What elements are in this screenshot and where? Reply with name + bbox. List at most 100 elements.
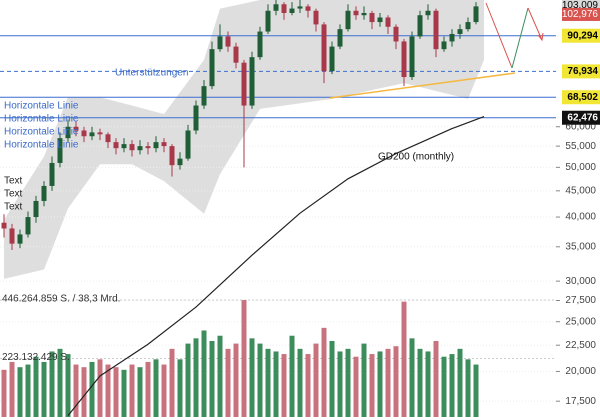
candle-body <box>161 142 167 147</box>
candle-body <box>441 41 447 50</box>
volume-bar <box>65 354 71 417</box>
candle-body <box>409 36 415 78</box>
candle-body <box>457 29 463 34</box>
level-label: 90,294 <box>567 30 598 41</box>
candle-body <box>217 36 223 50</box>
candle-body <box>201 86 207 106</box>
level-box <box>562 110 600 125</box>
volume-bar <box>81 367 87 417</box>
candle-body <box>49 162 55 186</box>
y-tick-label: 55,000 <box>565 141 596 152</box>
y-tick-label: 22,500 <box>565 340 596 351</box>
volume-bar <box>201 330 207 417</box>
y-tick-label: 27,500 <box>565 295 596 306</box>
level-label: 68,502 <box>567 92 598 103</box>
candle-body <box>449 33 455 42</box>
volume-bar <box>17 367 23 417</box>
volume-bar <box>377 351 383 417</box>
volume-bar <box>209 340 215 417</box>
candle-body <box>377 17 383 23</box>
volume-bar <box>361 343 367 417</box>
projection-up <box>511 7 529 69</box>
axis-layer: 17,500 20,000 22,500 25,000 27,500 30,000 35,0… <box>2 0 600 407</box>
annotation: Text <box>4 189 23 200</box>
price-marker-box <box>562 7 600 21</box>
candle-body <box>65 126 71 139</box>
volume-bar <box>425 351 431 417</box>
volume-bar <box>233 343 239 417</box>
candle-body <box>425 10 431 16</box>
candle-body <box>465 22 471 30</box>
candle-body <box>137 146 143 151</box>
candles-layer <box>1 0 485 417</box>
volume-layer <box>1 300 479 417</box>
candle-body <box>401 41 407 78</box>
volume-bar <box>25 364 31 417</box>
candle-body <box>81 130 87 137</box>
band-layer <box>4 0 484 279</box>
candle-body <box>89 132 95 137</box>
candle-body <box>97 132 103 135</box>
volume-bar <box>257 343 263 417</box>
candle-body <box>225 36 231 47</box>
volume-bar <box>145 361 151 417</box>
candle-body <box>369 12 375 23</box>
candle-body <box>185 130 191 159</box>
volume-bar <box>249 338 255 417</box>
volume-bar <box>449 354 455 417</box>
level-box <box>562 28 600 43</box>
y-tick-label: 45,000 <box>565 185 596 196</box>
arrow-head <box>537 32 544 42</box>
volume-bar <box>265 348 271 417</box>
candle-body <box>265 10 271 32</box>
level-box <box>562 64 600 79</box>
y-tick-label: 25,000 <box>565 316 596 327</box>
candle-body <box>17 234 23 244</box>
candle-body <box>385 17 391 27</box>
volume-bar <box>385 348 391 417</box>
volume-bar <box>97 359 103 417</box>
volume-bar <box>393 346 399 417</box>
candle-body <box>145 146 151 149</box>
volume-bar <box>441 356 447 417</box>
candle-body <box>193 105 199 131</box>
candle-body <box>417 15 423 37</box>
candle-body <box>153 142 159 149</box>
band-area <box>4 0 484 279</box>
candle-body <box>1 222 7 229</box>
candle-body <box>105 134 111 143</box>
volume-tick-label: 446.264.859 S. / 38,3 Mrd. <box>2 294 120 305</box>
level-box <box>562 90 600 105</box>
candle-body <box>233 46 239 63</box>
volume-bar <box>305 354 311 417</box>
candle-body <box>41 185 47 201</box>
candle-body <box>273 4 279 11</box>
volume-bar <box>193 338 199 417</box>
volume-bar <box>49 351 55 417</box>
volume-bar <box>161 364 167 417</box>
candle-body <box>353 10 359 16</box>
annotation: Horizontale Linie <box>4 114 79 125</box>
annotation: Horizontale Linie <box>4 127 79 138</box>
volume-bar <box>89 361 95 417</box>
volume-bar <box>321 327 327 417</box>
candle-body <box>281 4 287 13</box>
volume-bar <box>1 369 7 417</box>
gd200-line <box>67 116 485 417</box>
candle-body <box>57 138 63 163</box>
volume-bar <box>41 361 47 417</box>
volume-bar <box>241 300 247 417</box>
volume-bar <box>57 348 63 417</box>
volume-bar <box>457 348 463 417</box>
price-marker-label: 102,976 <box>562 9 599 20</box>
candle-body <box>305 6 311 11</box>
candle-body <box>73 126 79 131</box>
y-tick-label: 30,000 <box>565 276 596 287</box>
y-tick-label: 40,000 <box>565 212 596 223</box>
volume-bar <box>345 348 351 417</box>
annotation: Unterstützungen <box>115 68 188 79</box>
level-label: 76,934 <box>567 66 598 77</box>
volume-bar <box>217 335 223 417</box>
volume-bar <box>33 356 39 417</box>
